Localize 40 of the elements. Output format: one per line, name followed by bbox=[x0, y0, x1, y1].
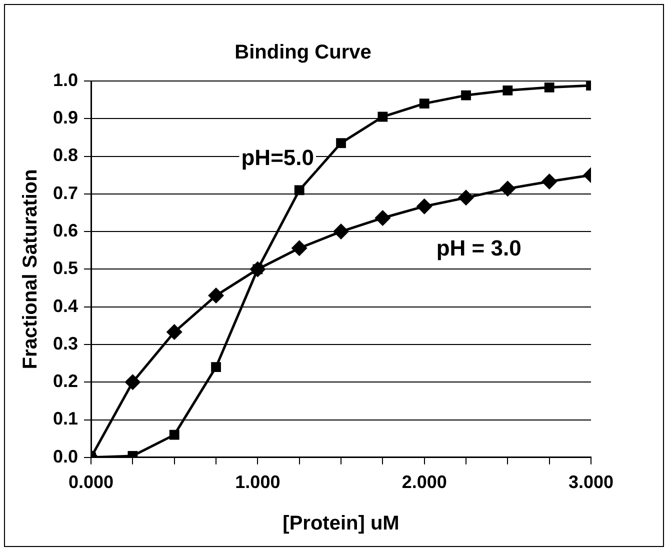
x-tick-label: 3.000 bbox=[568, 472, 614, 492]
point bbox=[124, 374, 141, 390]
point bbox=[378, 112, 388, 122]
point bbox=[333, 224, 350, 240]
x-tick-label: 1.000 bbox=[235, 472, 280, 492]
point bbox=[502, 85, 513, 96]
series-label: pH=5.0 bbox=[241, 145, 314, 170]
y-tick-label: 0.3 bbox=[52, 333, 78, 354]
series-label: pH = 3.0 bbox=[436, 235, 522, 260]
point bbox=[291, 240, 308, 256]
x-axis-title: [Protein] uM bbox=[282, 512, 400, 535]
y-tick-label: 0.1 bbox=[52, 408, 78, 429]
y-tick-label: 0.8 bbox=[52, 145, 78, 166]
point bbox=[461, 90, 471, 100]
x-tick-label: 2.000 bbox=[402, 472, 447, 492]
point bbox=[544, 82, 554, 92]
point bbox=[294, 185, 304, 196]
y-tick-label: 0.0 bbox=[52, 446, 78, 466]
y-axis-title: Fractional Saturation bbox=[20, 169, 42, 370]
point bbox=[211, 362, 221, 372]
y-tick-label: 0.9 bbox=[52, 108, 78, 128]
point bbox=[166, 324, 182, 340]
point bbox=[419, 98, 430, 109]
point bbox=[500, 180, 516, 197]
point bbox=[458, 190, 474, 206]
y-tick-label: 0.5 bbox=[52, 258, 78, 278]
x-tick-label: 0.000 bbox=[68, 472, 114, 492]
y-tick-label: 1.0 bbox=[52, 70, 78, 90]
y-tick-label: 0.2 bbox=[52, 371, 78, 392]
point bbox=[416, 198, 432, 214]
y-tick-label: 0.7 bbox=[52, 182, 78, 203]
point bbox=[169, 430, 180, 440]
chart-title: Binding Curve bbox=[234, 42, 372, 64]
y-tick-label: 0.6 bbox=[52, 220, 78, 241]
y-tick-label: 0.4 bbox=[52, 296, 78, 316]
point bbox=[541, 174, 558, 190]
point bbox=[250, 261, 266, 278]
point bbox=[374, 210, 391, 226]
point bbox=[208, 288, 224, 304]
point bbox=[336, 138, 346, 148]
